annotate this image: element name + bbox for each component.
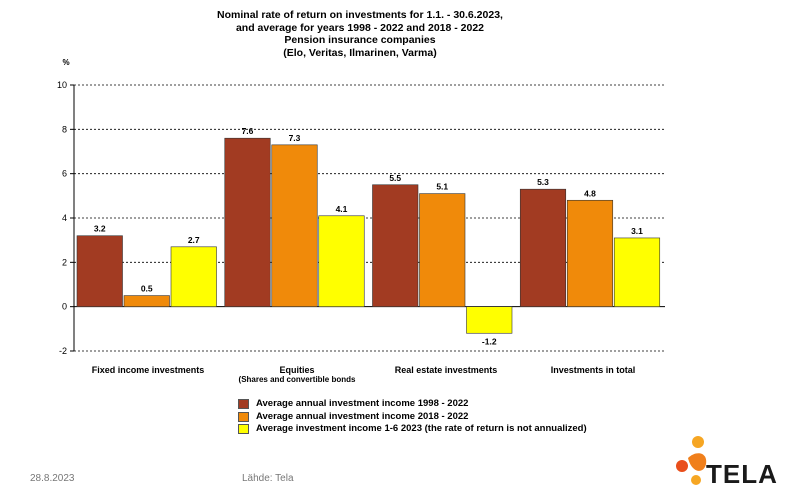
data-label-s0-c0: 3.2 xyxy=(94,224,106,234)
data-label-s1-c0: 0.5 xyxy=(141,284,153,294)
title-line-4: (Elo, Veritas, Ilmarinen, Varma) xyxy=(283,46,437,59)
bar-s1-c3 xyxy=(566,199,614,307)
legend-label-1998-2022: Average annual investment income 1998 - … xyxy=(256,398,469,409)
data-label-s0-c2: 5.5 xyxy=(389,173,401,183)
y-tick-label--2: -2 xyxy=(59,346,67,356)
data-label-s2-c3: 3.1 xyxy=(631,226,643,236)
legend-label-2023: Average investment income 1-6 2023 (the … xyxy=(256,423,587,434)
logo-dot-2 xyxy=(676,460,688,472)
legend-swatch-2018-2022 xyxy=(238,411,249,422)
bar-s2-c0 xyxy=(170,246,217,307)
y-tick-label-0: 0 xyxy=(62,302,67,312)
legend-swatch-2023 xyxy=(238,424,249,435)
tela-logo xyxy=(676,436,707,485)
legend-item-1998-2022: Average annual investment income 1998 - … xyxy=(238,398,587,411)
footer-source: Lähde: Tela xyxy=(242,473,294,484)
x-tick-sublabel-1: (Shares and convertible bonds xyxy=(239,375,356,384)
bar-s2-c3 xyxy=(613,237,661,307)
x-tick-label-1: Equities xyxy=(279,365,314,375)
logo-dot-1 xyxy=(692,436,704,448)
data-label-s2-c1: 4.1 xyxy=(336,204,348,214)
title-line-1: Nominal rate of return on investments fo… xyxy=(217,9,503,21)
y-tick-label-8: 8 xyxy=(62,124,67,134)
y-tick-label-6: 6 xyxy=(62,169,67,179)
bar-chart: % -2 0 2 4 6 8 10 3.2 7.6 5.5 5.3 0.5 7.3 5.1 4.8 2.7 4.1… xyxy=(57,58,665,384)
x-tick-label-2: Real estate investments xyxy=(395,365,498,375)
data-label-s1-c3: 4.8 xyxy=(584,188,596,198)
logo-text: TELA xyxy=(706,459,778,489)
footer-date: 28.8.2023 xyxy=(30,473,75,484)
bar-s2-c2 xyxy=(466,306,513,334)
bar-s2-c1 xyxy=(318,215,365,307)
y-tick-label-2: 2 xyxy=(62,257,67,267)
bar-s1-c2 xyxy=(419,193,466,307)
title-line-3: Pension insurance companies xyxy=(284,34,436,46)
data-label-s2-c2: -1.2 xyxy=(482,336,497,346)
data-label-s0-c3: 5.3 xyxy=(537,177,549,187)
legend-label-2018-2022: Average annual investment income 2018 - … xyxy=(256,410,469,422)
bar-s0-c3 xyxy=(519,188,567,307)
data-label-s1-c1: 7.3 xyxy=(289,133,301,143)
bar-s1-c1 xyxy=(271,144,318,307)
chart-title: Nominal rate of return on investments fo… xyxy=(0,9,720,59)
data-label-s1-c2: 5.1 xyxy=(436,182,448,192)
legend-item-2023: Average investment income 1-6 2023 (the … xyxy=(238,423,587,436)
x-tick-label-3: Investments in total xyxy=(551,365,636,375)
logo-dot-3 xyxy=(691,475,701,485)
legend-swatch-1998-2022 xyxy=(238,399,249,410)
y-axis-unit-label: % xyxy=(62,58,69,67)
data-label-s0-c1: 7.6 xyxy=(242,126,254,136)
legend-item-2018-2022: Average annual investment income 2018 - … xyxy=(238,411,587,424)
y-tick-label-4: 4 xyxy=(62,213,67,223)
data-label-s2-c0: 2.7 xyxy=(188,235,200,245)
bar-s1-c0 xyxy=(123,295,170,307)
bar-s0-c0 xyxy=(76,235,123,307)
legend: Average annual investment income 1998 - … xyxy=(238,398,587,436)
x-tick-label-0: Fixed income investments xyxy=(92,365,205,375)
bar-s0-c1 xyxy=(224,137,271,307)
logo-leaf xyxy=(688,453,707,471)
bar-s0-c2 xyxy=(372,184,419,307)
y-tick-label-10: 10 xyxy=(57,80,67,90)
title-line-2: and average for years 1998 - 2022 and 20… xyxy=(235,21,485,34)
